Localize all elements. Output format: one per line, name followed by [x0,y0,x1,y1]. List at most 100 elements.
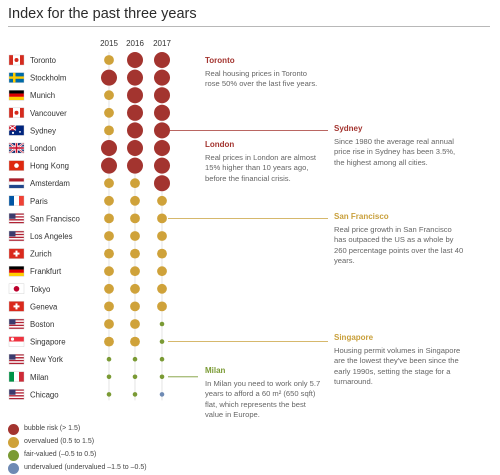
bubble-amsterdam-2017 [154,175,170,192]
legend-swatch-fair [8,450,19,461]
annotation-title: Toronto [205,56,235,65]
annotation-sydney: Sydney Since 1980 the average real annual… [334,124,466,168]
bubble-singapore-2017 [159,339,165,344]
flag-london [8,142,25,154]
page-title: Index for the past three years [8,6,197,22]
flag-amsterdam [8,177,25,189]
flag-stockholm [8,72,25,83]
city-label-chicago: Chicago [30,390,59,399]
bubble-milan-2017 [159,374,165,380]
bubble-milan-2015 [106,374,112,380]
flag-chicago [8,389,25,400]
city-label-amsterdam: Amsterdam [30,179,70,188]
title-divider [8,26,490,27]
bubble-hong-kong-2017 [154,157,170,174]
bubble-los-angeles-2015 [104,231,114,241]
annotation-text: Since 1980 the average real annual price… [334,136,456,167]
flag-geneva [8,301,25,312]
bubble-geneva-2015 [104,301,114,312]
bubble-london-2016 [127,140,143,156]
bubble-zurich-2016 [130,248,140,259]
bubble-toronto-2017 [154,52,170,68]
flag-san-francisco [8,213,25,224]
bubble-paris-2016 [130,195,140,206]
bubble-sydney-2016 [127,122,143,139]
bubble-zurich-2017 [157,248,167,259]
bubble-amsterdam-2016 [130,178,140,189]
legend-item-overvalued: overvalued (0.5 to 1.5) [8,437,308,449]
city-label-tokyo: Tokyo [30,285,51,294]
bubble-munich-2015 [104,90,114,101]
flag-frankfurt [8,266,25,277]
annotation-title: Milan [205,366,226,375]
bubble-boston-2017 [159,321,165,327]
legend-label-undervalued: undervalued (undervalued –1.5 to –0.5) [24,464,147,471]
annotation-london: London Real prices in London are almost 1… [205,140,321,184]
annotation-text: Real price growth in San Francisco has o… [334,224,464,266]
flag-milan [8,371,25,382]
bubble-frankfurt-2015 [104,266,114,277]
bubble-milan-2016 [132,374,138,380]
flag-vancouver [8,107,25,119]
bubble-new-york-2017 [159,356,165,362]
annotation-text: Real prices in London are almost 15% hig… [205,152,317,183]
legend-swatch-undervalued [8,463,19,474]
annotation-text: Real housing prices in Toronto rose 50% … [205,68,318,89]
flag-boston [8,318,25,330]
annotation-singapore: Singapore Housing permit volumes in Singa… [334,333,466,388]
bubble-singapore-2016 [130,336,140,347]
bubble-singapore-2015 [104,336,114,347]
bubble-san-francisco-2016 [130,213,140,224]
city-label-san-francisco: San Francisco [30,214,80,223]
legend-item-fair: fair-valued (–0.5 to 0.5) [8,450,308,462]
legend-label-bubble: bubble risk (> 1.5) [24,425,81,432]
bubble-vancouver-2016 [127,104,143,121]
city-label-toronto: Toronto [30,56,57,65]
annotation-title: Singapore [334,333,374,342]
annotation-text: In Milan you need to work only 5.7 years… [205,378,321,420]
city-label-new-york: New York [30,355,63,364]
flag-los-angeles [8,230,25,242]
city-label-milan: Milan [30,373,49,382]
bubble-tokyo-2015 [104,283,114,294]
city-label-los-angeles: Los Angeles [30,232,73,241]
annotation-title: San Francisco [334,212,389,221]
bubble-chicago-2016 [132,392,138,397]
year-label-2017: 2017 [153,39,171,48]
annotation-san-francisco: San Francisco Real price growth in San Fr… [334,212,466,267]
bubble-boston-2015 [104,319,114,329]
bubble-stockholm-2017 [154,69,170,86]
city-label-sydney: Sydney [30,126,56,135]
bubble-los-angeles-2016 [130,231,140,241]
annotation-toronto: Toronto Real housing prices in Toronto ro… [205,56,321,90]
city-label-hong-kong: Hong Kong [30,162,69,171]
bubble-hong-kong-2015 [101,157,117,174]
bubble-sydney-2017 [154,122,170,139]
flag-tokyo [8,283,25,294]
flag-toronto [8,54,25,66]
city-label-vancouver: Vancouver [30,109,67,118]
bubble-new-york-2015 [106,356,112,362]
flag-hong-kong [8,160,25,171]
legend-item-undervalued: undervalued (undervalued –1.5 to –0.5) [8,463,308,475]
city-label-munich: Munich [30,91,55,100]
flag-singapore [8,336,25,347]
bubble-hong-kong-2016 [127,157,143,174]
bubble-toronto-2016 [127,52,143,68]
legend-swatch-bubble [8,424,19,435]
bubble-vancouver-2015 [104,107,114,118]
bubble-london-2017 [154,140,170,156]
bubble-stockholm-2015 [101,69,117,86]
city-label-london: London [30,144,56,153]
bubble-frankfurt-2017 [157,266,167,277]
annotation-text: Housing permit volumes in Singapore are … [334,345,461,387]
bubble-amsterdam-2015 [104,178,114,189]
bubble-tokyo-2017 [157,283,167,294]
bubble-frankfurt-2016 [130,266,140,277]
bubble-munich-2017 [154,87,170,104]
legend-item-bubble: bubble risk (> 1.5) [8,424,308,436]
flag-sydney [8,124,25,136]
flag-munich [8,89,25,101]
city-label-frankfurt: Frankfurt [30,267,62,276]
bubble-zurich-2015 [104,248,114,259]
